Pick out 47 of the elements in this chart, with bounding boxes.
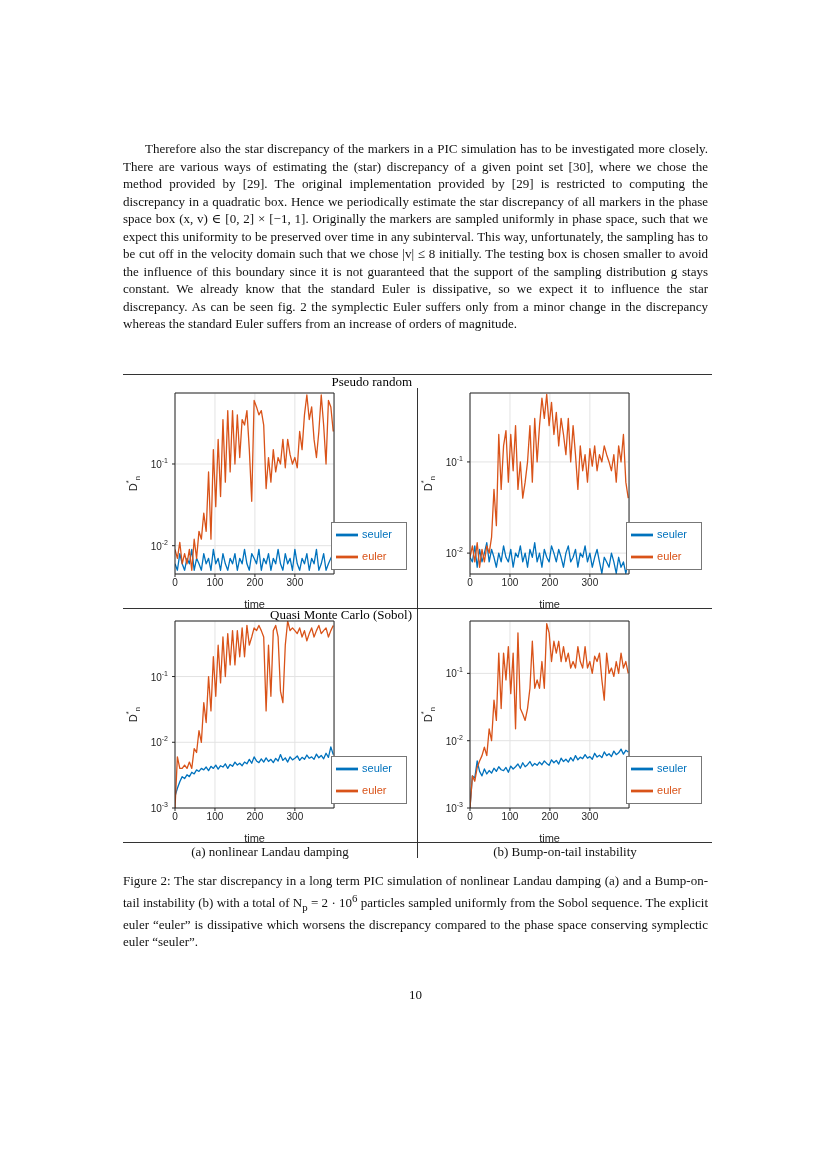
x-axis-title: time [539,598,560,610]
x-tick-label: 300 [286,811,304,823]
legend-label: euler [362,549,387,562]
y-tick-label: 10$^{-3}$ [445,801,464,814]
x-tick-label: 100 [206,577,224,589]
legend-label: euler [657,549,682,562]
y-tick-label: 10$^{-2}$ [150,538,169,552]
legend-label: euler [657,783,682,796]
x-axis-title: time [244,832,265,844]
y-tick-label: 10$^{-1}$ [150,457,169,470]
x-tick-label: 300 [286,577,304,589]
x-tick-label: 100 [206,811,224,823]
x-tick-label: 0 [467,577,474,589]
y-tick-label: 10$^{-2}$ [445,546,464,559]
legend-label: seuler [657,761,687,774]
x-tick-label: 0 [172,811,179,823]
y-tick-label: 10$^{-3}$ [150,801,169,814]
legend-label: seuler [362,527,392,540]
x-axis-title: time [244,598,265,610]
x-tick-label: 100 [501,577,519,589]
x-tick-label: 100 [501,811,519,823]
x-tick-label: 0 [172,577,179,589]
x-axis-title: time [539,832,560,844]
legend-label: seuler [657,527,687,540]
legend-label: seuler [362,761,392,774]
y-tick-label: 10$^{-1}$ [445,454,464,468]
text: Pseudo random [330,374,412,389]
x-tick-label: 300 [581,577,599,589]
line-series [175,548,334,571]
line-series [175,394,334,571]
y-tick-label: 10$^{-1}$ [150,669,169,683]
y-tick-label: 10$^{-2}$ [445,733,464,747]
text: Therefore also the star discrepancy of the markers in a PIC simulation has to be investigated more closely. There are various ways of estimating the (star) discrepancy of a given point set [30], where we chose the method provided by [29]. The original implementation provided by [29] is restricted to computing the discrepancy in a quadratic box. Hence we periodically estimate the star discrepancy of all markers in the phase space box (x, v) ∈ [0, 2] × [−1, 1]. Originally the markers are sampled uniformly in phase space, such that we expect this uniformity to be preserved over time in any subinterval. This way, unfortunately, the sampling has to be cut off in the velocity domain such that we chose |v| ≤ 8 initially. The testing box is chosen smaller to avoid the influence of this boundary since it is not guaranteed that the support of the sampling distribution g stays constant. We already know that the standard Euler is dissipative, so we expect it to influence the star discrepancy. As can be seen fig. 2 the symplectic Euler suffers only from a minor change in the discrepancy whereas the standard Euler suffers from an increase of orders of magnitude. [123,141,708,331]
y-tick-label: 10$^{-2}$ [150,735,169,748]
caption: Figure 2: The star discrepancy in a long term PIC simulation of nonlinear Landau damping (a) and a Bump-on-tail instability (b) with a total of N$_{p}$ = 2 · 10$^{6}$ particles sampled uniformly from the Sobol sequence. The explicit euler “euler” is dissipative which worsens the discrepancy compared to the phase space conserving symplectic euler “seuler”. [123,872,709,951]
x-tick-label: 200 [541,811,559,823]
text: 10 [408,986,423,1004]
x-tick-label: 0 [467,811,474,823]
chart-title: Quasi Monte Carlo (Sobol) [270,607,412,622]
x-tick-label: 200 [541,577,559,589]
text: (a) nonlinear Landau damping [190,843,350,861]
text: (b) Bump-on-tail instability [492,843,638,861]
y-tick-label: 10$^{-1}$ [445,666,464,679]
x-tick-label: 200 [246,811,264,823]
x-tick-label: 200 [246,577,264,589]
legend-label: euler [362,783,387,796]
x-tick-label: 300 [581,811,599,823]
